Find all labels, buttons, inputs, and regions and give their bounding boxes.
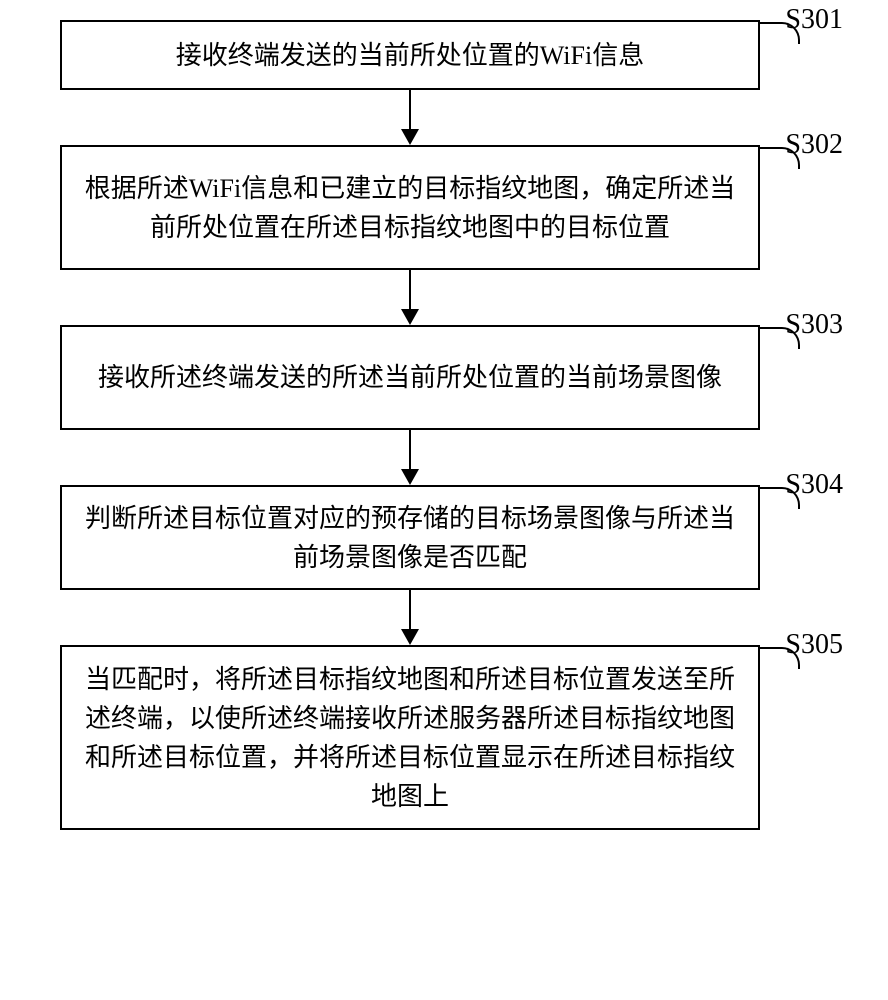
- step-box-s302: S302 根据所述WiFi信息和已建立的目标指纹地图，确定所述当前所处位置在所述…: [60, 145, 760, 270]
- step-box-s305: S305 当匹配时，将所述目标指纹地图和所述目标位置发送至所述终端，以使所述终端…: [60, 645, 760, 830]
- step-label: S304: [785, 469, 843, 501]
- step-box-s304: S304 判断所述目标位置对应的预存储的目标场景图像与所述当前场景图像是否匹配: [60, 485, 760, 590]
- arrow-line: [409, 90, 411, 132]
- arrow-head: [401, 129, 419, 145]
- step-box-s303: S303 接收所述终端发送的所述当前所处位置的当前场景图像: [60, 325, 760, 430]
- step-text: 接收终端发送的当前所处位置的WiFi信息: [176, 36, 644, 75]
- arrow-4: [60, 590, 760, 645]
- step-label: S303: [785, 309, 843, 341]
- arrow-head: [401, 469, 419, 485]
- step-text: 当匹配时，将所述目标指纹地图和所述目标位置发送至所述终端，以使所述终端接收所述服…: [82, 660, 738, 816]
- step-label: S302: [785, 129, 843, 161]
- flowchart-container: S301 接收终端发送的当前所处位置的WiFi信息 S302 根据所述WiFi信…: [40, 20, 848, 830]
- arrow-line: [409, 270, 411, 312]
- arrow-line: [409, 590, 411, 632]
- step-text: 接收所述终端发送的所述当前所处位置的当前场景图像: [98, 358, 722, 397]
- arrow-line: [409, 430, 411, 472]
- arrow-head: [401, 629, 419, 645]
- step-box-s301: S301 接收终端发送的当前所处位置的WiFi信息: [60, 20, 760, 90]
- arrow-1: [60, 90, 760, 145]
- step-label: S305: [785, 629, 843, 661]
- arrow-3: [60, 430, 760, 485]
- arrow-2: [60, 270, 760, 325]
- arrow-head: [401, 309, 419, 325]
- step-text: 判断所述目标位置对应的预存储的目标场景图像与所述当前场景图像是否匹配: [82, 499, 738, 577]
- step-text: 根据所述WiFi信息和已建立的目标指纹地图，确定所述当前所处位置在所述目标指纹地…: [82, 169, 738, 247]
- step-label: S301: [785, 4, 843, 36]
